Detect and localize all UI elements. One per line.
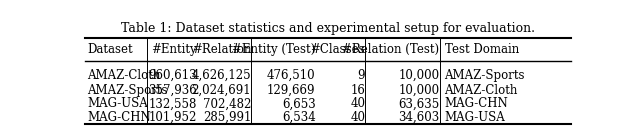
Text: 4,626,125: 4,626,125 [191, 69, 251, 82]
Text: 6,534: 6,534 [282, 111, 316, 124]
Text: 40: 40 [350, 111, 365, 124]
Text: Table 1: Dataset statistics and experimental setup for evaluation.: Table 1: Dataset statistics and experime… [121, 22, 535, 35]
Text: MAG-CHN: MAG-CHN [445, 98, 508, 111]
Text: MAG-USA: MAG-USA [445, 111, 506, 124]
Text: 63,635: 63,635 [398, 98, 440, 111]
Text: 40: 40 [350, 98, 365, 111]
Text: 129,669: 129,669 [267, 84, 316, 97]
Text: 702,482: 702,482 [203, 98, 251, 111]
Text: MAG-USA: MAG-USA [88, 98, 148, 111]
Text: 10,000: 10,000 [399, 69, 440, 82]
Text: AMAZ-Cloth: AMAZ-Cloth [88, 69, 161, 82]
Text: 357,936: 357,936 [148, 84, 196, 97]
Text: AMAZ-Cloth: AMAZ-Cloth [445, 84, 518, 97]
Text: 285,991: 285,991 [203, 111, 251, 124]
Text: 132,558: 132,558 [148, 98, 196, 111]
Text: #Classes: #Classes [310, 43, 365, 56]
Text: AMAZ-Sports: AMAZ-Sports [445, 69, 525, 82]
Text: #Relation (Test): #Relation (Test) [342, 43, 440, 56]
Text: 960,613: 960,613 [148, 69, 196, 82]
Text: Test Domain: Test Domain [445, 43, 519, 56]
Text: 9: 9 [358, 69, 365, 82]
Text: 10,000: 10,000 [399, 84, 440, 97]
Text: Dataset: Dataset [88, 43, 133, 56]
Text: #Relation: #Relation [191, 43, 251, 56]
Text: 16: 16 [350, 84, 365, 97]
Text: 476,510: 476,510 [267, 69, 316, 82]
Text: 6,653: 6,653 [282, 98, 316, 111]
Text: AMAZ-Sports: AMAZ-Sports [88, 84, 168, 97]
Text: #Entity: #Entity [151, 43, 196, 56]
Text: 101,952: 101,952 [148, 111, 196, 124]
Text: MAG-CHN: MAG-CHN [88, 111, 151, 124]
Text: 34,603: 34,603 [398, 111, 440, 124]
Text: 2,024,691: 2,024,691 [191, 84, 251, 97]
Text: #Entity (Test): #Entity (Test) [232, 43, 316, 56]
